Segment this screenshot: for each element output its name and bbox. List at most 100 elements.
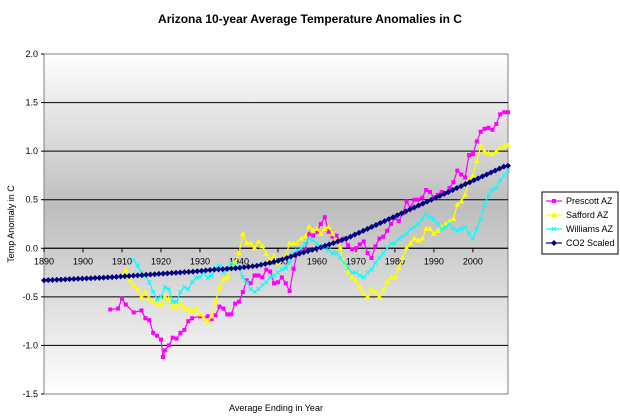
legend: Prescott AZ Safford AZ Williams AZ CO2 Scal… [541,191,619,255]
data-point [138,293,145,299]
data-point [427,225,434,231]
data-point [490,187,495,193]
data-point [220,276,227,282]
data-point [470,152,475,157]
data-point [419,235,426,241]
data-point [256,273,261,278]
data-point [428,189,433,194]
data-point [357,242,362,247]
data-point [396,236,402,241]
data-point [424,188,429,192]
data-point [420,195,425,200]
data-point [279,267,285,273]
data-point [411,235,418,241]
axes: -1.5 -1.0 -0.5 0.0 0.5 1.0 1.5 2.0 1890 1900 1910 1… [22,49,508,399]
data-point [70,275,77,282]
data-point [325,223,332,229]
data-point [189,279,195,285]
data-point [135,263,140,269]
data-point [329,230,336,236]
data-point [205,275,211,280]
data-point [256,286,261,292]
data-point [424,198,431,205]
data-point [346,243,351,248]
data-point [364,225,371,232]
data-point [244,279,250,285]
data-point [419,200,426,207]
data-point [376,293,383,299]
data-point [49,276,56,283]
legend-marker [551,212,557,217]
data-point [117,273,124,280]
data-point [373,221,380,228]
data-point [151,271,158,278]
chart-title: Arizona 10-year Average Temperature Anom… [158,12,462,26]
data-point [445,188,452,195]
data-point [380,250,386,256]
data-point [411,204,418,211]
data-point [279,275,284,280]
data-point [248,286,254,292]
data-point [212,298,219,304]
data-point [475,175,482,182]
data-point [326,247,331,253]
data-point [173,303,180,309]
y-tick-label: -1.5 [22,389,38,399]
data-point [240,275,246,280]
data-point [169,303,176,309]
data-point [168,270,175,277]
data-point [474,139,479,144]
data-point [467,153,472,158]
data-point [361,239,366,244]
data-point [204,319,211,325]
y-axis-label: Temp Anomaly in C [6,185,16,263]
data-point [412,197,417,202]
legend-item: Williams AZ [546,224,614,234]
data-point [262,260,269,267]
data-point [245,263,252,270]
data-point [202,267,209,274]
data-point [164,270,171,277]
data-point [415,202,422,209]
data-point [479,173,486,180]
data-point [434,227,441,233]
data-point [415,237,422,243]
data-point [178,289,183,295]
legend-label: Safford AZ [566,210,609,220]
data-point [365,251,370,256]
data-point [272,281,277,286]
data-point [500,163,507,170]
data-point [496,165,503,172]
data-point [353,270,359,275]
data-point [400,234,406,239]
data-point [345,265,351,271]
data-point [385,216,392,223]
data-point [263,251,270,257]
data-point [314,241,320,246]
legend-item: CO2 Scaled [546,238,615,248]
data-point [252,289,257,295]
data-point [267,275,273,280]
data-point [402,208,409,215]
data-point [357,273,363,278]
data-point [147,271,154,278]
data-point [466,231,472,237]
data-point [310,227,317,233]
data-point [109,274,116,281]
data-point [391,274,398,280]
data-point [380,287,387,293]
data-point [271,253,278,259]
data-point [330,234,335,239]
data-point [427,214,433,220]
data-point [224,274,231,280]
data-point [116,306,121,311]
data-point [160,355,165,360]
data-point [236,299,241,304]
data-point [498,112,503,117]
data-point [260,275,265,280]
data-point [407,206,414,213]
data-point [193,275,199,280]
data-point [62,276,69,283]
legend-marker [552,199,556,203]
